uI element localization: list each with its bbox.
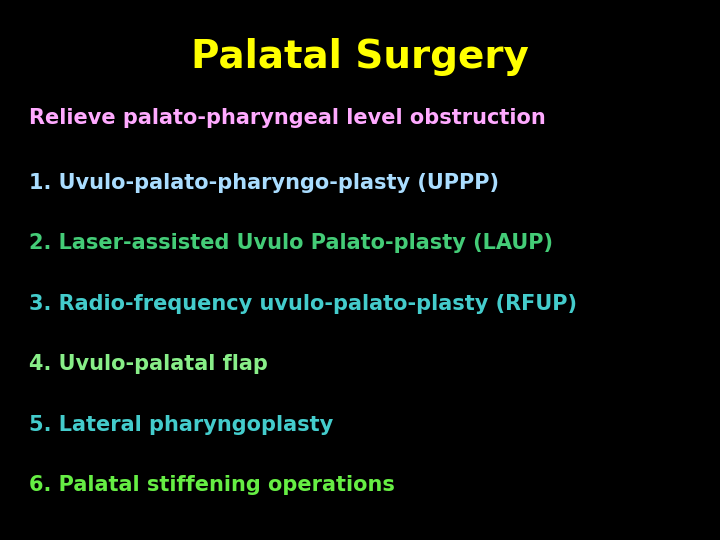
Text: Relieve palato-pharyngeal level obstruction: Relieve palato-pharyngeal level obstruct… <box>29 108 546 128</box>
Text: 4. Uvulo-palatal flap: 4. Uvulo-palatal flap <box>29 354 268 374</box>
Text: 5. Lateral pharyngoplasty: 5. Lateral pharyngoplasty <box>29 415 333 435</box>
Text: 1. Uvulo-palato-pharyngo-plasty (UPPP): 1. Uvulo-palato-pharyngo-plasty (UPPP) <box>29 173 499 193</box>
Text: Palatal Surgery: Palatal Surgery <box>191 38 529 76</box>
Text: 6. Palatal stiffening operations: 6. Palatal stiffening operations <box>29 475 395 495</box>
Text: 2. Laser-assisted Uvulo Palato-plasty (LAUP): 2. Laser-assisted Uvulo Palato-plasty (L… <box>29 233 553 253</box>
Text: 3. Radio-frequency uvulo-palato-plasty (RFUP): 3. Radio-frequency uvulo-palato-plasty (… <box>29 294 577 314</box>
